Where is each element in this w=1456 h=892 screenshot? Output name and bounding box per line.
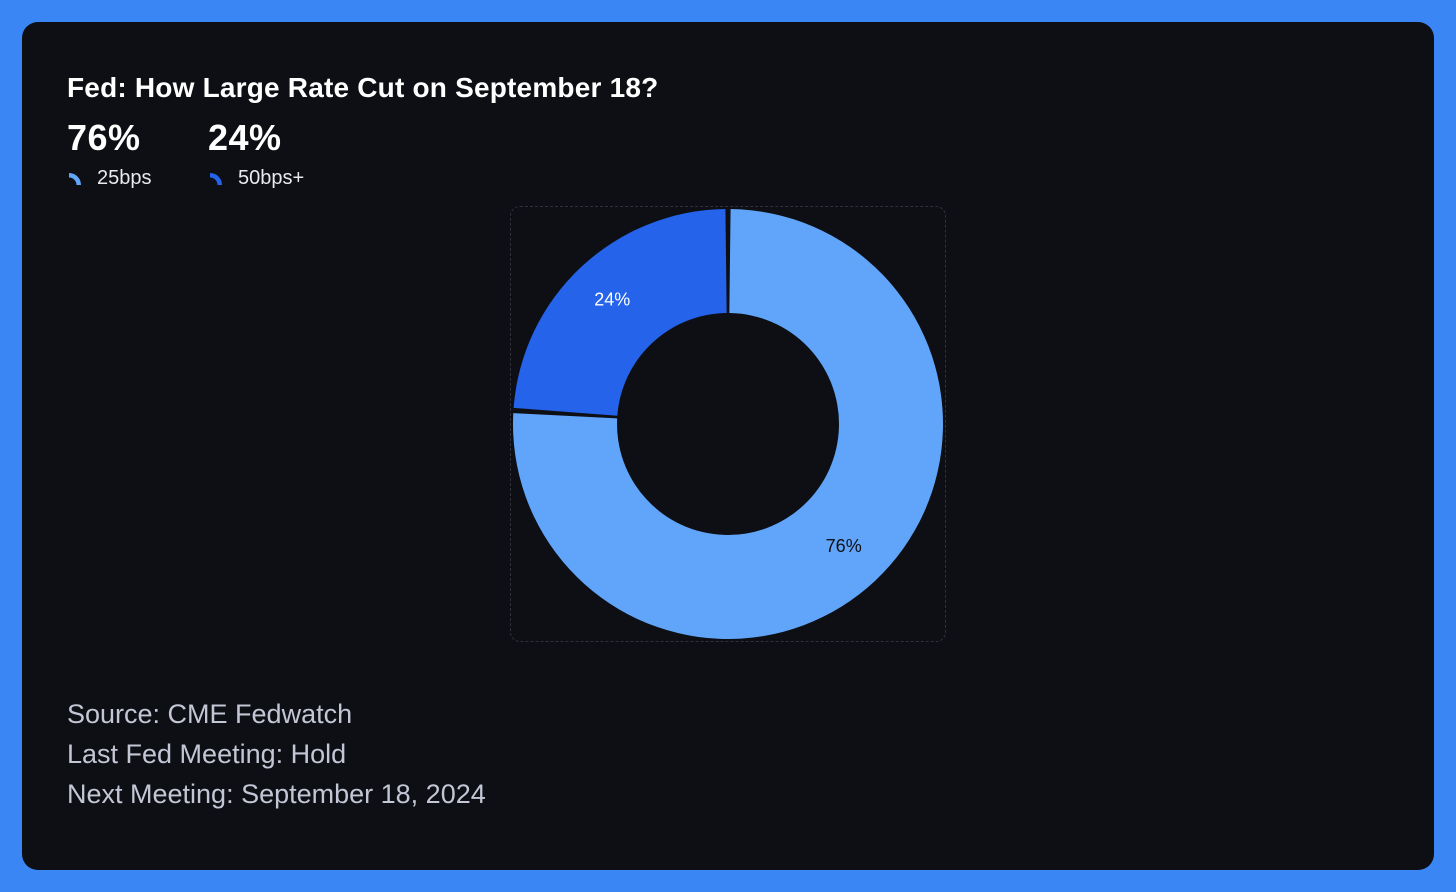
stat-50bps: 24% 50bps+ (208, 118, 304, 190)
slice-swatch-icon (210, 173, 222, 185)
donut-label-50bps: 24% (594, 290, 630, 310)
source-note: Source: CME Fedwatch (67, 699, 353, 729)
legend-label-25bps: 25bps (97, 167, 152, 189)
donut-slice-50bps (513, 209, 727, 416)
last-meeting-note: Last Fed Meeting: Hold (67, 739, 347, 769)
next-meeting-note: Next Meeting: September 18, 2024 (67, 779, 486, 809)
legend-swatch-25bps (69, 173, 81, 185)
donut-chart: 76% 24% (513, 209, 943, 640)
donut-slice-25bps (513, 209, 943, 640)
chart-title: Fed: How Large Rate Cut on September 18? (67, 72, 659, 103)
stat-25bps: 76% 25bps (67, 118, 152, 190)
donut-label-25bps: 76% (826, 536, 862, 556)
slice-swatch-icon (69, 173, 81, 185)
chart-frame (510, 206, 946, 642)
chart-footer: Source: CME Fedwatch Last Fed Meeting: H… (67, 694, 486, 814)
legend-swatch-50bps (210, 173, 222, 185)
legend-item-50bps: 50bps+ (208, 166, 304, 190)
stat-value-50bps: 24% (208, 117, 282, 158)
stat-value-25bps: 76% (67, 117, 141, 158)
legend-label-50bps: 50bps+ (238, 167, 305, 189)
chart-card: Fed: How Large Rate Cut on September 18?… (22, 22, 1434, 870)
legend-item-25bps: 25bps (67, 166, 152, 190)
